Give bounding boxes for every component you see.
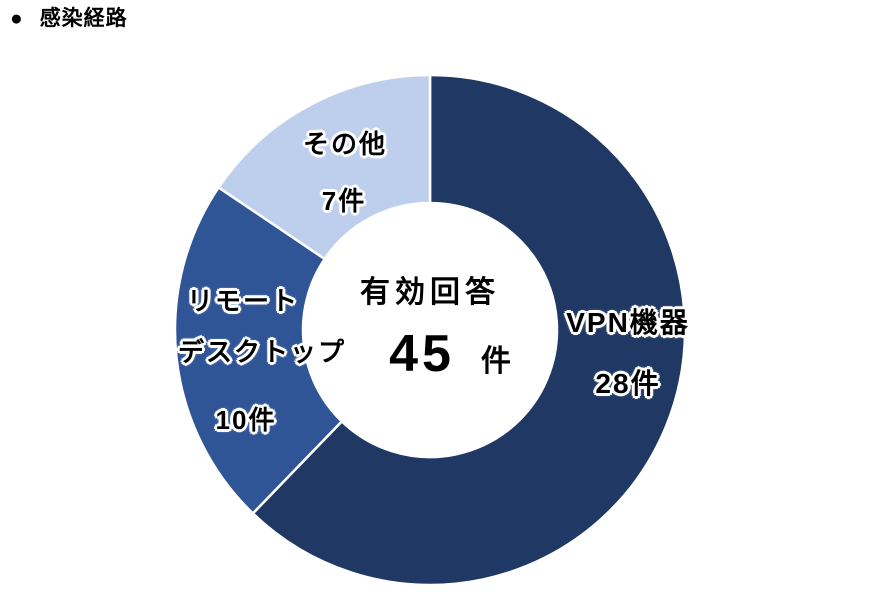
donut-segment-other xyxy=(217,73,432,261)
donut-center-value: 45 xyxy=(389,325,455,383)
donut-center-total: 45 件 xyxy=(389,328,511,380)
segment-label-other: その他 xyxy=(302,129,388,159)
segment-value-remote-desktop: 10件 xyxy=(215,405,277,435)
segment-label-remote-desktop-line2: デスクトップ xyxy=(177,337,347,367)
donut-segment-remote-desktop xyxy=(173,186,344,515)
donut-segment-vpn xyxy=(251,73,687,587)
segment-label-remote-desktop-line1: リモート xyxy=(186,286,300,316)
segment-label-vpn: VPN機器 xyxy=(566,307,690,338)
donut-center-label: 有効回答 xyxy=(360,276,500,309)
page-title: 感染経路 xyxy=(39,7,128,30)
segment-value-other: 7件 xyxy=(321,186,367,216)
segment-value-vpn: 28件 xyxy=(595,368,661,399)
chart-header: ● 感染経路 xyxy=(10,7,128,30)
bullet-icon: ● xyxy=(10,7,23,31)
donut-center-unit: 件 xyxy=(480,345,511,378)
